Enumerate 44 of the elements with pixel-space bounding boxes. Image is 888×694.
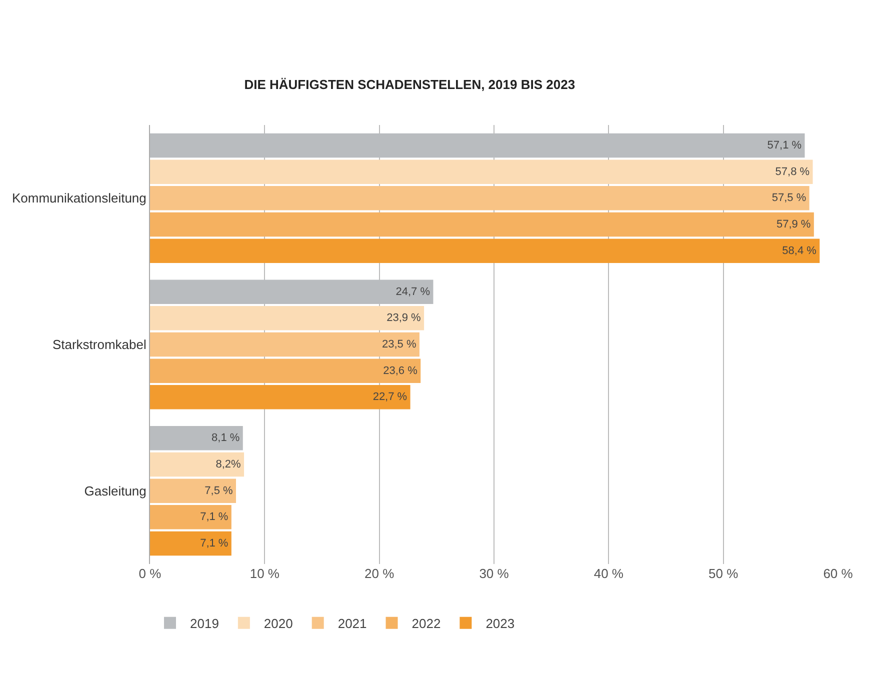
data-label: 57,5 % — [772, 192, 806, 204]
data-label: 7,1 % — [200, 511, 228, 524]
data-label: 7,5 % — [204, 484, 233, 497]
x-tick-label: 60 % — [823, 566, 854, 581]
data-label: 7,1 % — [200, 538, 228, 550]
data-label: 57,8 % — [775, 166, 810, 178]
chart-title: DIE HÄUFIGSTEN SCHADENSTELLEN, 2019 BIS 2023 — [244, 76, 576, 92]
x-tick-label: 20 % — [364, 566, 395, 581]
x-tick-label: 10 % — [250, 566, 280, 581]
bar — [150, 212, 814, 237]
x-tick-label: 40 % — [594, 566, 624, 581]
y-tick-label: Starkstromkabel — [52, 337, 147, 352]
data-label: 23,5 % — [382, 338, 416, 350]
data-label: 22,7 % — [372, 391, 408, 404]
data-label: 23,6 % — [383, 364, 418, 377]
data-label: 57,9 % — [776, 218, 811, 231]
data-label: 57,1 % — [767, 139, 802, 152]
bar — [150, 505, 232, 530]
data-label: 58,4 % — [782, 244, 817, 257]
data-label: 24,7 % — [396, 286, 430, 298]
bar — [150, 238, 820, 263]
bar — [150, 531, 232, 556]
bar — [150, 160, 813, 184]
bar — [150, 306, 424, 330]
x-tick-label: 50 % — [708, 566, 739, 581]
legend-label: 2019 — [190, 616, 219, 631]
data-label: 8,2% — [216, 458, 242, 470]
legend-label: 2021 — [338, 616, 367, 631]
data-label: 23,9 % — [386, 312, 422, 324]
bar — [150, 452, 244, 477]
bar — [150, 332, 420, 357]
legend-label: 2023 — [486, 616, 515, 631]
data-label: 8,1 % — [212, 432, 240, 444]
y-tick-label: Kommunikationsleitung — [12, 190, 146, 206]
bar — [150, 478, 236, 503]
x-tick-label: 30 % — [479, 566, 510, 581]
bar — [150, 358, 421, 383]
x-tick-label: 0 % — [138, 566, 162, 581]
bar — [150, 385, 410, 410]
y-tick-label: Gasleitung — [84, 483, 146, 498]
bar — [150, 426, 243, 450]
bar — [150, 186, 810, 210]
legend-label: 2020 — [264, 616, 293, 631]
legend-label: 2022 — [412, 616, 441, 631]
